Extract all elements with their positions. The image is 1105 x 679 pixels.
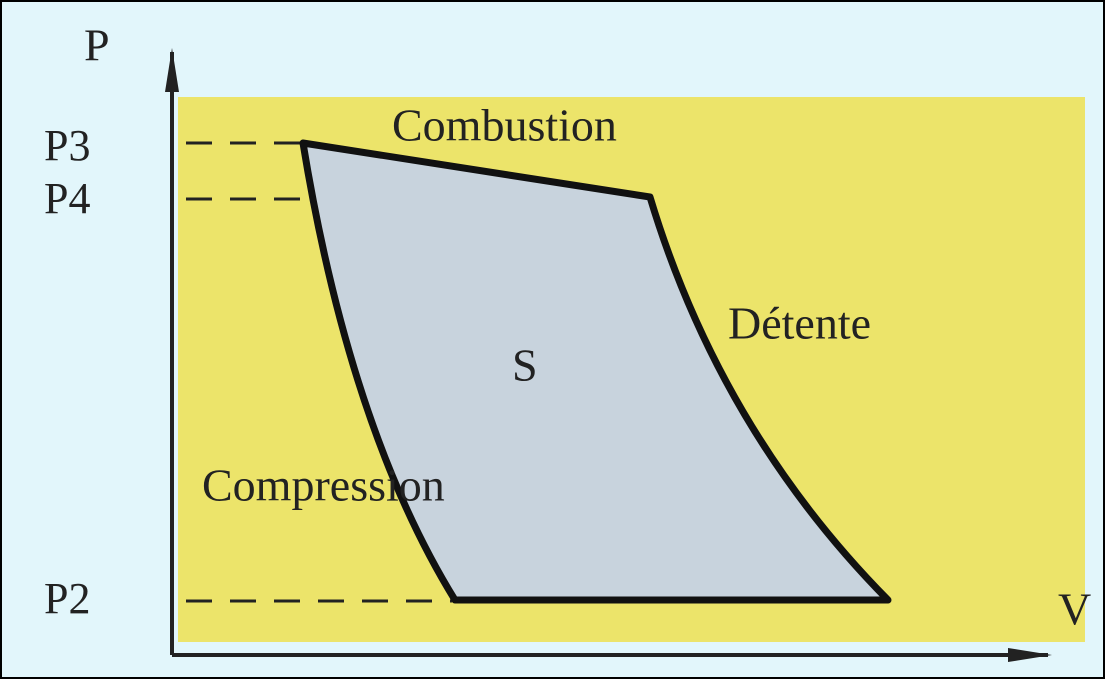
region-label: Combustion: [392, 100, 617, 151]
region-label: Compression: [202, 460, 445, 511]
cycle: [299, 139, 892, 604]
x-axis-label: V: [1058, 584, 1091, 635]
region-label: S: [512, 340, 538, 391]
y-axis-label: P: [84, 20, 110, 71]
level-label: P4: [44, 174, 90, 223]
region-label: Détente: [728, 298, 871, 349]
level-label: P2: [44, 574, 90, 623]
level-label: P3: [44, 121, 90, 170]
